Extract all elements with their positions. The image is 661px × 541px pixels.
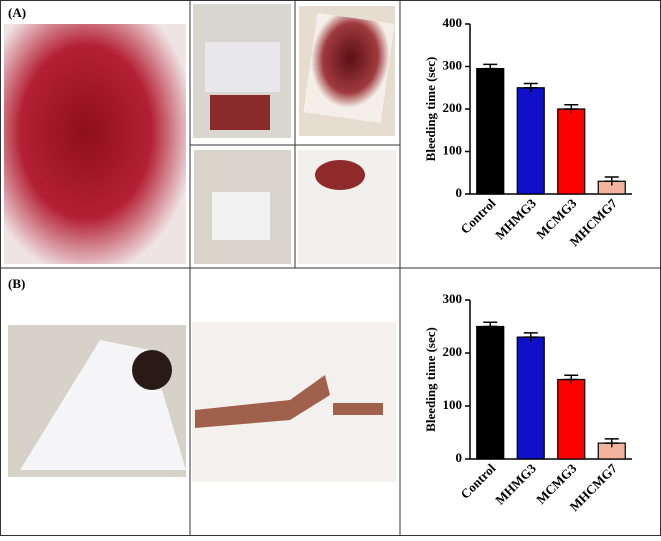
y-tick-label: 100 <box>443 397 463 412</box>
bar <box>557 108 586 195</box>
bar <box>516 87 545 195</box>
bar <box>557 378 586 460</box>
y-tick-label: 200 <box>443 100 463 115</box>
photo <box>4 24 186 264</box>
y-tick-label: 200 <box>443 344 463 359</box>
y-tick-label: 100 <box>443 142 463 157</box>
y-tick-label: 400 <box>443 15 463 30</box>
y-tick-label: 300 <box>443 57 463 72</box>
y-axis-label: Bleeding time (sec) <box>423 327 438 432</box>
x-tick-label: MHMG3 <box>492 195 539 242</box>
bar <box>476 68 505 195</box>
x-tick-label: MHMG3 <box>492 460 539 507</box>
photo-gauze <box>205 42 280 92</box>
bar <box>516 336 545 460</box>
photo-wound <box>210 95 270 130</box>
y-tick-label: 0 <box>456 450 463 465</box>
panel-label: (A) <box>8 5 26 20</box>
photo-gauze <box>212 192 270 240</box>
y-tick-label: 300 <box>443 291 463 306</box>
photo-stain <box>315 160 365 190</box>
photo-stain <box>132 350 172 390</box>
y-axis-label: Bleeding time (sec) <box>423 57 438 162</box>
photo-strip <box>333 403 383 415</box>
y-tick-label: 0 <box>456 185 463 200</box>
photo-strip <box>195 375 330 428</box>
photo-gauze <box>303 13 395 123</box>
bar <box>476 325 505 460</box>
panel-label: (B) <box>8 276 25 291</box>
